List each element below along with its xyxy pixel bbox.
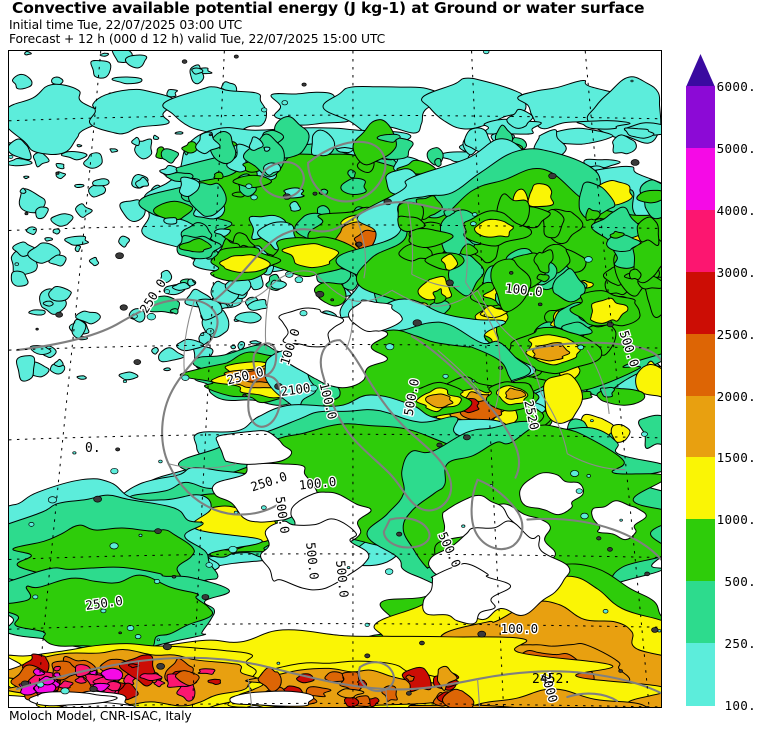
colorbar-band-6000: [686, 86, 715, 149]
colorbar-tick-1500: 1500.: [716, 450, 756, 466]
svg-text:2100: 2100: [280, 380, 312, 399]
field-min-annotation: 0.: [85, 441, 101, 456]
map-plot-area: 250.0 100.0 100.0 250.0 2100 100.0 500.0 2520 50…: [8, 50, 662, 708]
colorbar-overflow-arrow-icon: [686, 54, 715, 87]
colorbar-band-250: [686, 643, 715, 706]
colorbar-band-4000: [686, 209, 715, 273]
colorbar-legend: 6000. 5000. 4000. 3000. 2500. 2000. 1500. 1000.…: [670, 50, 760, 713]
forecast-valid-time-text: Forecast + 12 h (000 d 12 h) valid Tue, …: [9, 32, 386, 46]
colorbar-tick-1000: 1000.: [716, 512, 756, 528]
colorbar-tick-5000: 5000.: [716, 140, 756, 156]
colorbar-band-3000: [686, 271, 715, 335]
svg-text:100.0: 100.0: [298, 474, 337, 493]
field-max-annotation: 2452.: [532, 672, 572, 687]
initial-time-text: Initial time Tue, 22/07/2025 03:00 UTC: [9, 18, 243, 32]
colorbar-band-2000: [686, 395, 715, 458]
colorbar-tick-3000: 3000.: [716, 264, 756, 280]
svg-text:100.0: 100.0: [501, 621, 538, 636]
svg-text:100.0: 100.0: [504, 280, 543, 299]
page-title: Convective available potential energy (J…: [12, 0, 645, 17]
colorbar-tick-6000: 6000.: [716, 79, 756, 94]
colorbar-tick-100: 100.: [724, 698, 756, 713]
model-credit-text: Moloch Model, CNR-ISAC, Italy: [9, 709, 192, 723]
colorbar-tick-2500: 2500.: [716, 326, 756, 342]
colorbar-tick-2000: 2000.: [716, 388, 756, 404]
colorbar-tick-250: 250.: [724, 636, 756, 652]
svg-text:500.0: 500.0: [333, 559, 352, 598]
colorbar-bands: [686, 86, 715, 706]
colorbar-band-5000: [686, 147, 715, 211]
colorbar-band-1000: [686, 519, 715, 582]
colorbar-band-2500: [686, 333, 715, 397]
colorbar-tick-4000: 4000.: [716, 202, 756, 218]
svg-text:250.0: 250.0: [84, 593, 123, 613]
colorbar-band-1500: [686, 457, 715, 520]
header: Convective available potential energy (J…: [0, 0, 760, 50]
svg-text:500.0: 500.0: [273, 495, 293, 534]
colorbar-band-500: [686, 581, 715, 644]
colorbar-tick-500: 500.: [724, 574, 756, 590]
svg-text:500.0: 500.0: [303, 542, 322, 581]
